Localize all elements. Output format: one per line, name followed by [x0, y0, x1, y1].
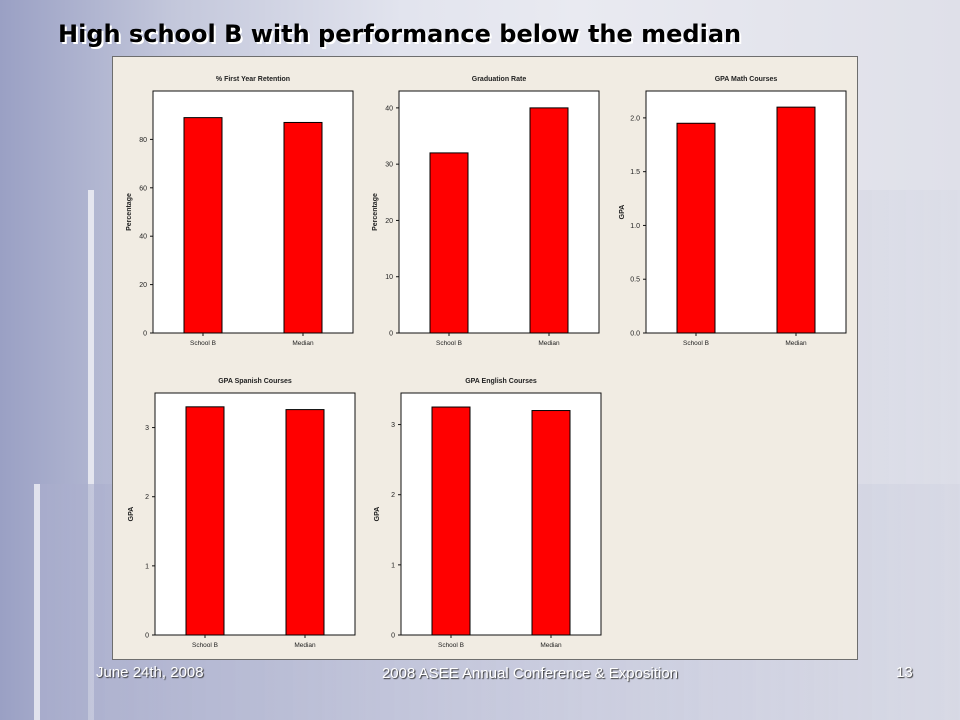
y-axis-label: GPA	[374, 507, 381, 522]
chart-svg: % First Year Retention 0 20 40 60 80 Percentag…	[126, 76, 354, 347]
y-tick-label: 1.5	[630, 169, 640, 176]
y-tick-label: 3	[145, 425, 149, 432]
bar-school-b	[431, 406, 471, 636]
chart-gpa-english: GPA English Courses 0 1 2 3 GPA School B Median	[371, 373, 603, 655]
y-axis-label: GPA	[128, 507, 135, 522]
chart-gpa-spanish: GPA Spanish Courses 0 1 2 3 GPA School B Median	[125, 373, 357, 655]
bar-median	[776, 106, 816, 334]
bar-median	[283, 121, 323, 334]
y-tick-label: 40	[385, 105, 393, 112]
y-tick-label: 1	[391, 562, 395, 569]
chart-title: Graduation Rate	[472, 76, 527, 83]
x-tick-label: School B	[190, 340, 216, 347]
y-tick-label: 0	[391, 633, 395, 640]
x-tick-label: School B	[436, 340, 462, 347]
plot-area	[645, 90, 847, 334]
y-tick-label: 40	[139, 234, 147, 241]
y-axis-label: GPA	[619, 205, 626, 220]
y-tick-label: 10	[385, 274, 393, 281]
x-tick-label: School B	[192, 642, 218, 649]
y-tick-label: 0	[389, 331, 393, 338]
y-tick-label: 20	[139, 282, 147, 289]
y-axis-label: Percentage	[126, 193, 133, 231]
x-tick-label: Median	[538, 340, 560, 347]
y-tick-label: 0	[145, 633, 149, 640]
bar-school-b	[429, 152, 469, 334]
y-tick-label: 0.0	[630, 331, 640, 338]
footer-date: June 24th, 2008	[96, 664, 204, 681]
y-tick-label: 0	[143, 331, 147, 338]
x-tick-label: Median	[294, 642, 316, 649]
chart-first-year-retention: % First Year Retention 0 20 40 60 80 Percentag…	[123, 71, 355, 353]
x-tick-label: Median	[292, 340, 314, 347]
plot-area	[152, 90, 354, 334]
bar-median	[529, 107, 569, 334]
y-tick-label: 80	[139, 137, 147, 144]
chart-title: GPA English Courses	[465, 378, 537, 385]
x-tick-label: School B	[683, 340, 709, 347]
y-tick-label: 30	[385, 162, 393, 169]
y-tick-label: 2	[145, 494, 149, 501]
chart-svg: GPA English Courses 0 1 2 3 GPA School B Median	[374, 378, 602, 649]
bar-school-b	[183, 117, 223, 334]
chart-title: GPA Spanish Courses	[218, 378, 292, 385]
plot-area	[398, 90, 600, 334]
bar-median	[285, 409, 325, 636]
y-tick-label: 60	[139, 185, 147, 192]
slide-title: High school B with performance below the…	[58, 20, 742, 48]
chart-svg: GPA Math Courses 0.0 0.5 1.0 1.5 2.0 GPA School…	[619, 76, 847, 347]
y-tick-label: 1.0	[630, 223, 640, 230]
plot-area	[400, 392, 602, 636]
x-tick-label: School B	[438, 642, 464, 649]
y-tick-label: 0.5	[630, 277, 640, 284]
chart-graduation-rate: Graduation Rate 0 10 20 30 40 Percentage School…	[369, 71, 601, 353]
page-number: 13	[896, 664, 913, 681]
bar-school-b	[676, 122, 716, 334]
x-tick-label: Median	[540, 642, 562, 649]
bar-median	[531, 410, 571, 636]
chart-title: GPA Math Courses	[715, 76, 778, 83]
y-axis-label: Percentage	[372, 193, 379, 231]
chart-gpa-math: GPA Math Courses 0.0 0.5 1.0 1.5 2.0 GPA School…	[616, 71, 848, 353]
chart-title: % First Year Retention	[216, 76, 290, 83]
y-tick-label: 20	[385, 218, 393, 225]
y-tick-label: 1	[145, 563, 149, 570]
chart-svg: GPA Spanish Courses 0 1 2 3 GPA School B Median	[128, 378, 356, 649]
y-tick-label: 2.0	[630, 115, 640, 122]
x-tick-label: Median	[785, 340, 807, 347]
chart-figure: % First Year Retention 0 20 40 60 80 Percentag…	[112, 56, 858, 660]
chart-svg: Graduation Rate 0 10 20 30 40 Percentage School…	[372, 76, 600, 347]
y-tick-label: 2	[391, 492, 395, 499]
plot-area	[154, 392, 356, 636]
bar-school-b	[185, 406, 225, 636]
y-tick-label: 3	[391, 422, 395, 429]
footer-conference: 2008 ASEE Annual Conference & Exposition	[381, 665, 679, 682]
